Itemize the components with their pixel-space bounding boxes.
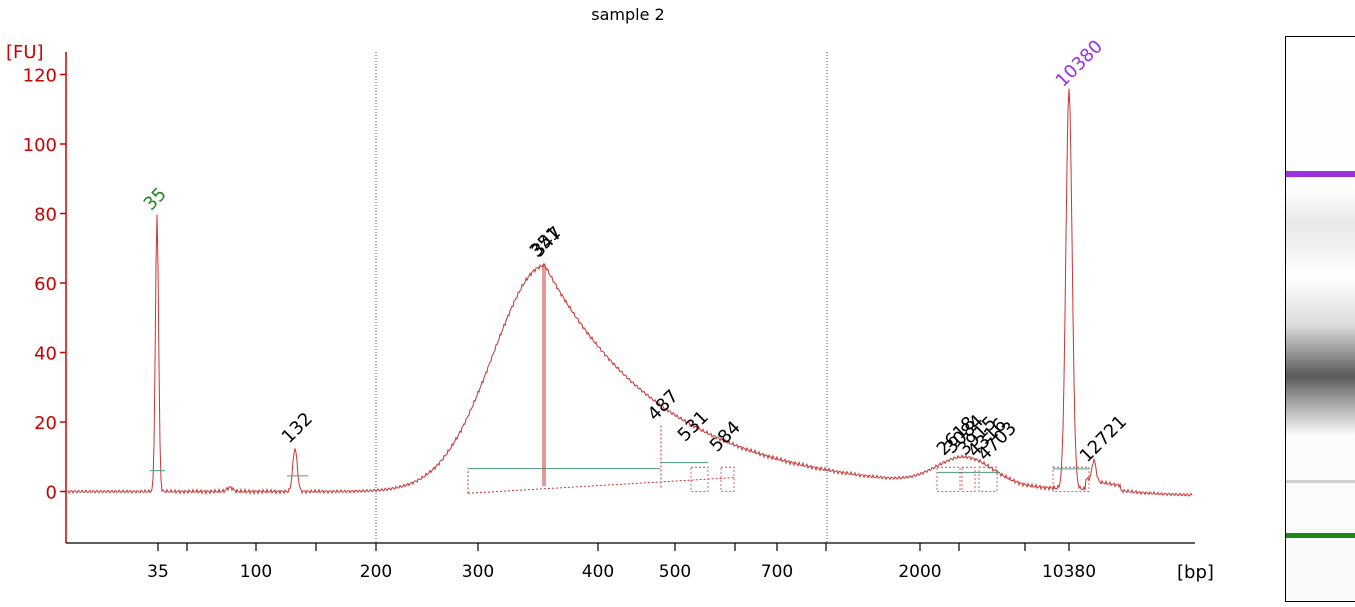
trace [67,88,1193,497]
gel-lane [1285,36,1355,602]
x-tick-label: 35 [147,562,169,582]
electropherogram-chart: sample 2 [FU] [bp] 0 20 40 60 80 100 120 35 100 2… [6,5,1214,583]
y-tick-label: 40 [34,344,57,365]
peak-region-box [961,466,976,492]
y-axis-unit: [FU] [6,42,44,63]
x-tick-label: 200 [360,562,392,582]
y-tick-label: 100 [23,135,57,156]
y-tick-label: 0 [46,483,57,504]
peak-label: 35 [140,184,171,215]
peak-region-box [720,466,735,492]
peak-label: 10380 [1052,36,1107,91]
y-tick-label: 120 [23,66,57,87]
axes: 0 20 40 60 80 100 120 35 100 200 300 400 500 700 2000 1… [23,52,1195,582]
x-tick-label: 2000 [898,562,941,582]
smear-region-outline [467,425,735,494]
upper-marker-band [1286,171,1355,177]
x-tick-label: 500 [659,562,691,582]
signal-trace [67,88,1193,497]
peak-region-box [936,466,961,492]
x-tick-label: 10380 [1042,562,1096,582]
gel-faint-band [1286,187,1355,277]
chart-title: sample 2 [591,5,664,24]
x-tick-label: 400 [582,562,614,582]
peak-label: 12721 [1076,411,1131,466]
peak-label: 132 [278,408,317,447]
peak-region-box [690,466,709,492]
x-tick-label: 100 [240,562,272,582]
peak-label: 584 [706,417,745,456]
lower-marker-band [1286,533,1355,538]
peak-region-box [1052,466,1090,492]
peak-region-box [978,466,998,492]
gel-smear-band [1286,277,1355,437]
x-axis-unit: [bp] [1177,562,1214,583]
gridlines [375,52,828,543]
peak-label: 487 [644,386,683,425]
x-tick-label: 700 [761,562,793,582]
y-tick-label: 60 [34,274,57,295]
gel-thin-band [1286,480,1355,483]
x-tick-label: 300 [462,562,494,582]
y-tick-label: 80 [34,205,57,226]
y-tick-label: 20 [34,413,57,434]
